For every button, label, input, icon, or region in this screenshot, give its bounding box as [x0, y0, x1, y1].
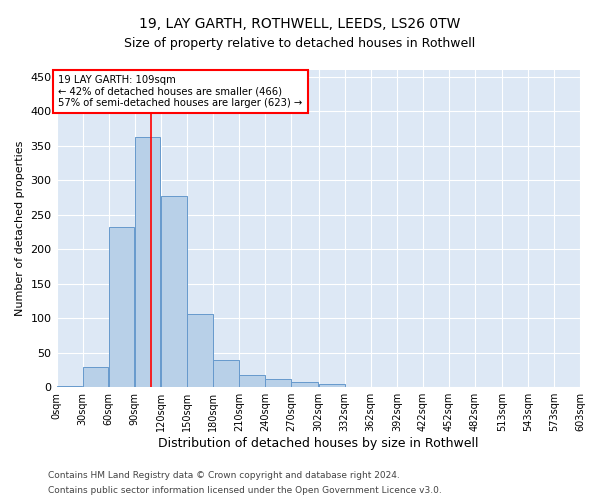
Bar: [528, 386, 554, 387]
X-axis label: Distribution of detached houses by size in Rothwell: Distribution of detached houses by size …: [158, 437, 479, 450]
Bar: [319, 384, 344, 387]
Text: 19, LAY GARTH, ROTHWELL, LEEDS, LS26 0TW: 19, LAY GARTH, ROTHWELL, LEEDS, LS26 0TW: [139, 18, 461, 32]
Bar: [291, 382, 319, 387]
Bar: [213, 360, 239, 387]
Bar: [135, 137, 160, 387]
Bar: [345, 386, 371, 387]
Bar: [109, 226, 134, 387]
Bar: [239, 375, 265, 387]
Text: Size of property relative to detached houses in Rothwell: Size of property relative to detached ho…: [124, 38, 476, 51]
Text: Contains public sector information licensed under the Open Government Licence v3: Contains public sector information licen…: [48, 486, 442, 495]
Bar: [83, 366, 109, 387]
Bar: [265, 379, 291, 387]
Bar: [187, 314, 212, 387]
Bar: [161, 196, 187, 387]
Bar: [57, 386, 82, 387]
Text: 19 LAY GARTH: 109sqm
← 42% of detached houses are smaller (466)
57% of semi-deta: 19 LAY GARTH: 109sqm ← 42% of detached h…: [58, 75, 302, 108]
Text: Contains HM Land Registry data © Crown copyright and database right 2024.: Contains HM Land Registry data © Crown c…: [48, 471, 400, 480]
Y-axis label: Number of detached properties: Number of detached properties: [15, 141, 25, 316]
